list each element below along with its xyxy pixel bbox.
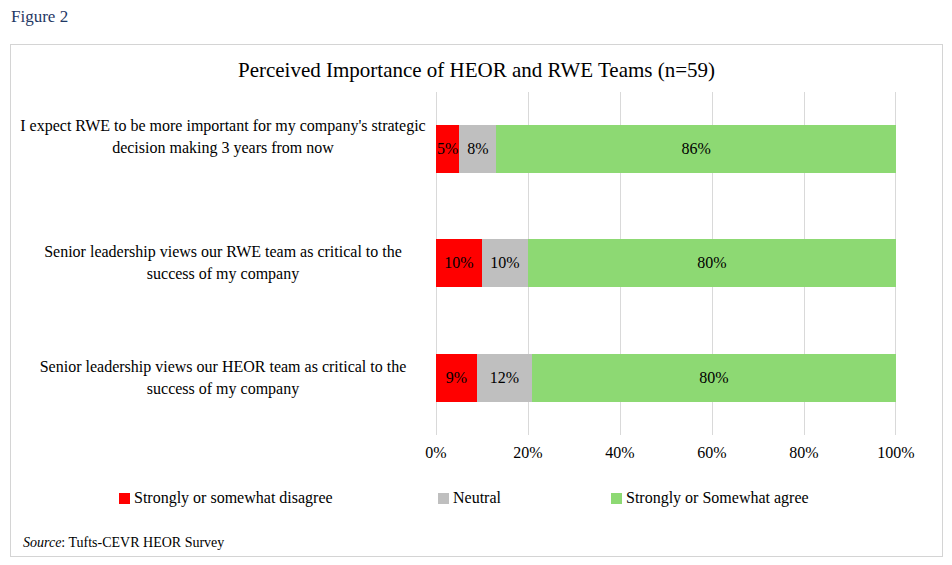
source-text: : Tufts-CEVR HEOR Survey [61, 535, 224, 550]
x-tick-label: 0% [425, 444, 446, 462]
x-tick-label: 60% [697, 444, 726, 462]
legend-item-agree[interactable]: Strongly or Somewhat agree [611, 489, 809, 507]
source-prefix: Source [23, 535, 61, 550]
stacked-bar-row: 5% 8% 86% [436, 125, 896, 173]
x-tick-label: 100% [877, 444, 914, 462]
stacked-bar-row: 9% 12% 80% [436, 354, 896, 402]
legend-item-disagree[interactable]: Strongly or somewhat disagree [119, 489, 333, 507]
category-label: Senior leadership views our HEOR team as… [19, 356, 427, 400]
x-axis: 0% 20% 40% 60% 80% 100% [436, 444, 896, 466]
bar-segment-disagree[interactable]: 9% [436, 354, 477, 402]
chart-title: Perceived Importance of HEOR and RWE Tea… [11, 58, 942, 83]
plot-area: 5% 8% 86% 10% 10% 80% 9% 12% 80% [436, 92, 896, 435]
bar-segment-disagree[interactable]: 5% [436, 125, 459, 173]
bar-segment-neutral[interactable]: 12% [477, 354, 532, 402]
category-label: I expect RWE to be more important for my… [19, 115, 427, 159]
legend-label: Strongly or Somewhat agree [626, 489, 809, 507]
bar-segment-agree[interactable]: 80% [532, 354, 896, 402]
legend-swatch-gray-icon [438, 493, 449, 504]
bar-segment-agree[interactable]: 80% [528, 239, 896, 287]
bar-segment-disagree[interactable]: 10% [436, 239, 482, 287]
legend-item-neutral[interactable]: Neutral [438, 489, 501, 507]
legend-label: Strongly or somewhat disagree [134, 489, 333, 507]
figure-label: Figure 2 [11, 7, 68, 27]
bar-segment-agree[interactable]: 86% [496, 125, 896, 173]
bar-segment-neutral[interactable]: 8% [459, 125, 496, 173]
bar-segment-neutral[interactable]: 10% [482, 239, 528, 287]
legend-swatch-green-icon [611, 493, 622, 504]
x-tick-label: 80% [789, 444, 818, 462]
x-tick-label: 20% [513, 444, 542, 462]
legend-swatch-red-icon [119, 493, 130, 504]
chart-container: Perceived Importance of HEOR and RWE Tea… [10, 44, 943, 557]
legend-label: Neutral [453, 489, 501, 507]
source-note: Source: Tufts-CEVR HEOR Survey [23, 535, 224, 551]
x-tick-label: 40% [605, 444, 634, 462]
stacked-bar-row: 10% 10% 80% [436, 239, 896, 287]
category-label: Senior leadership views our RWE team as … [19, 241, 427, 285]
